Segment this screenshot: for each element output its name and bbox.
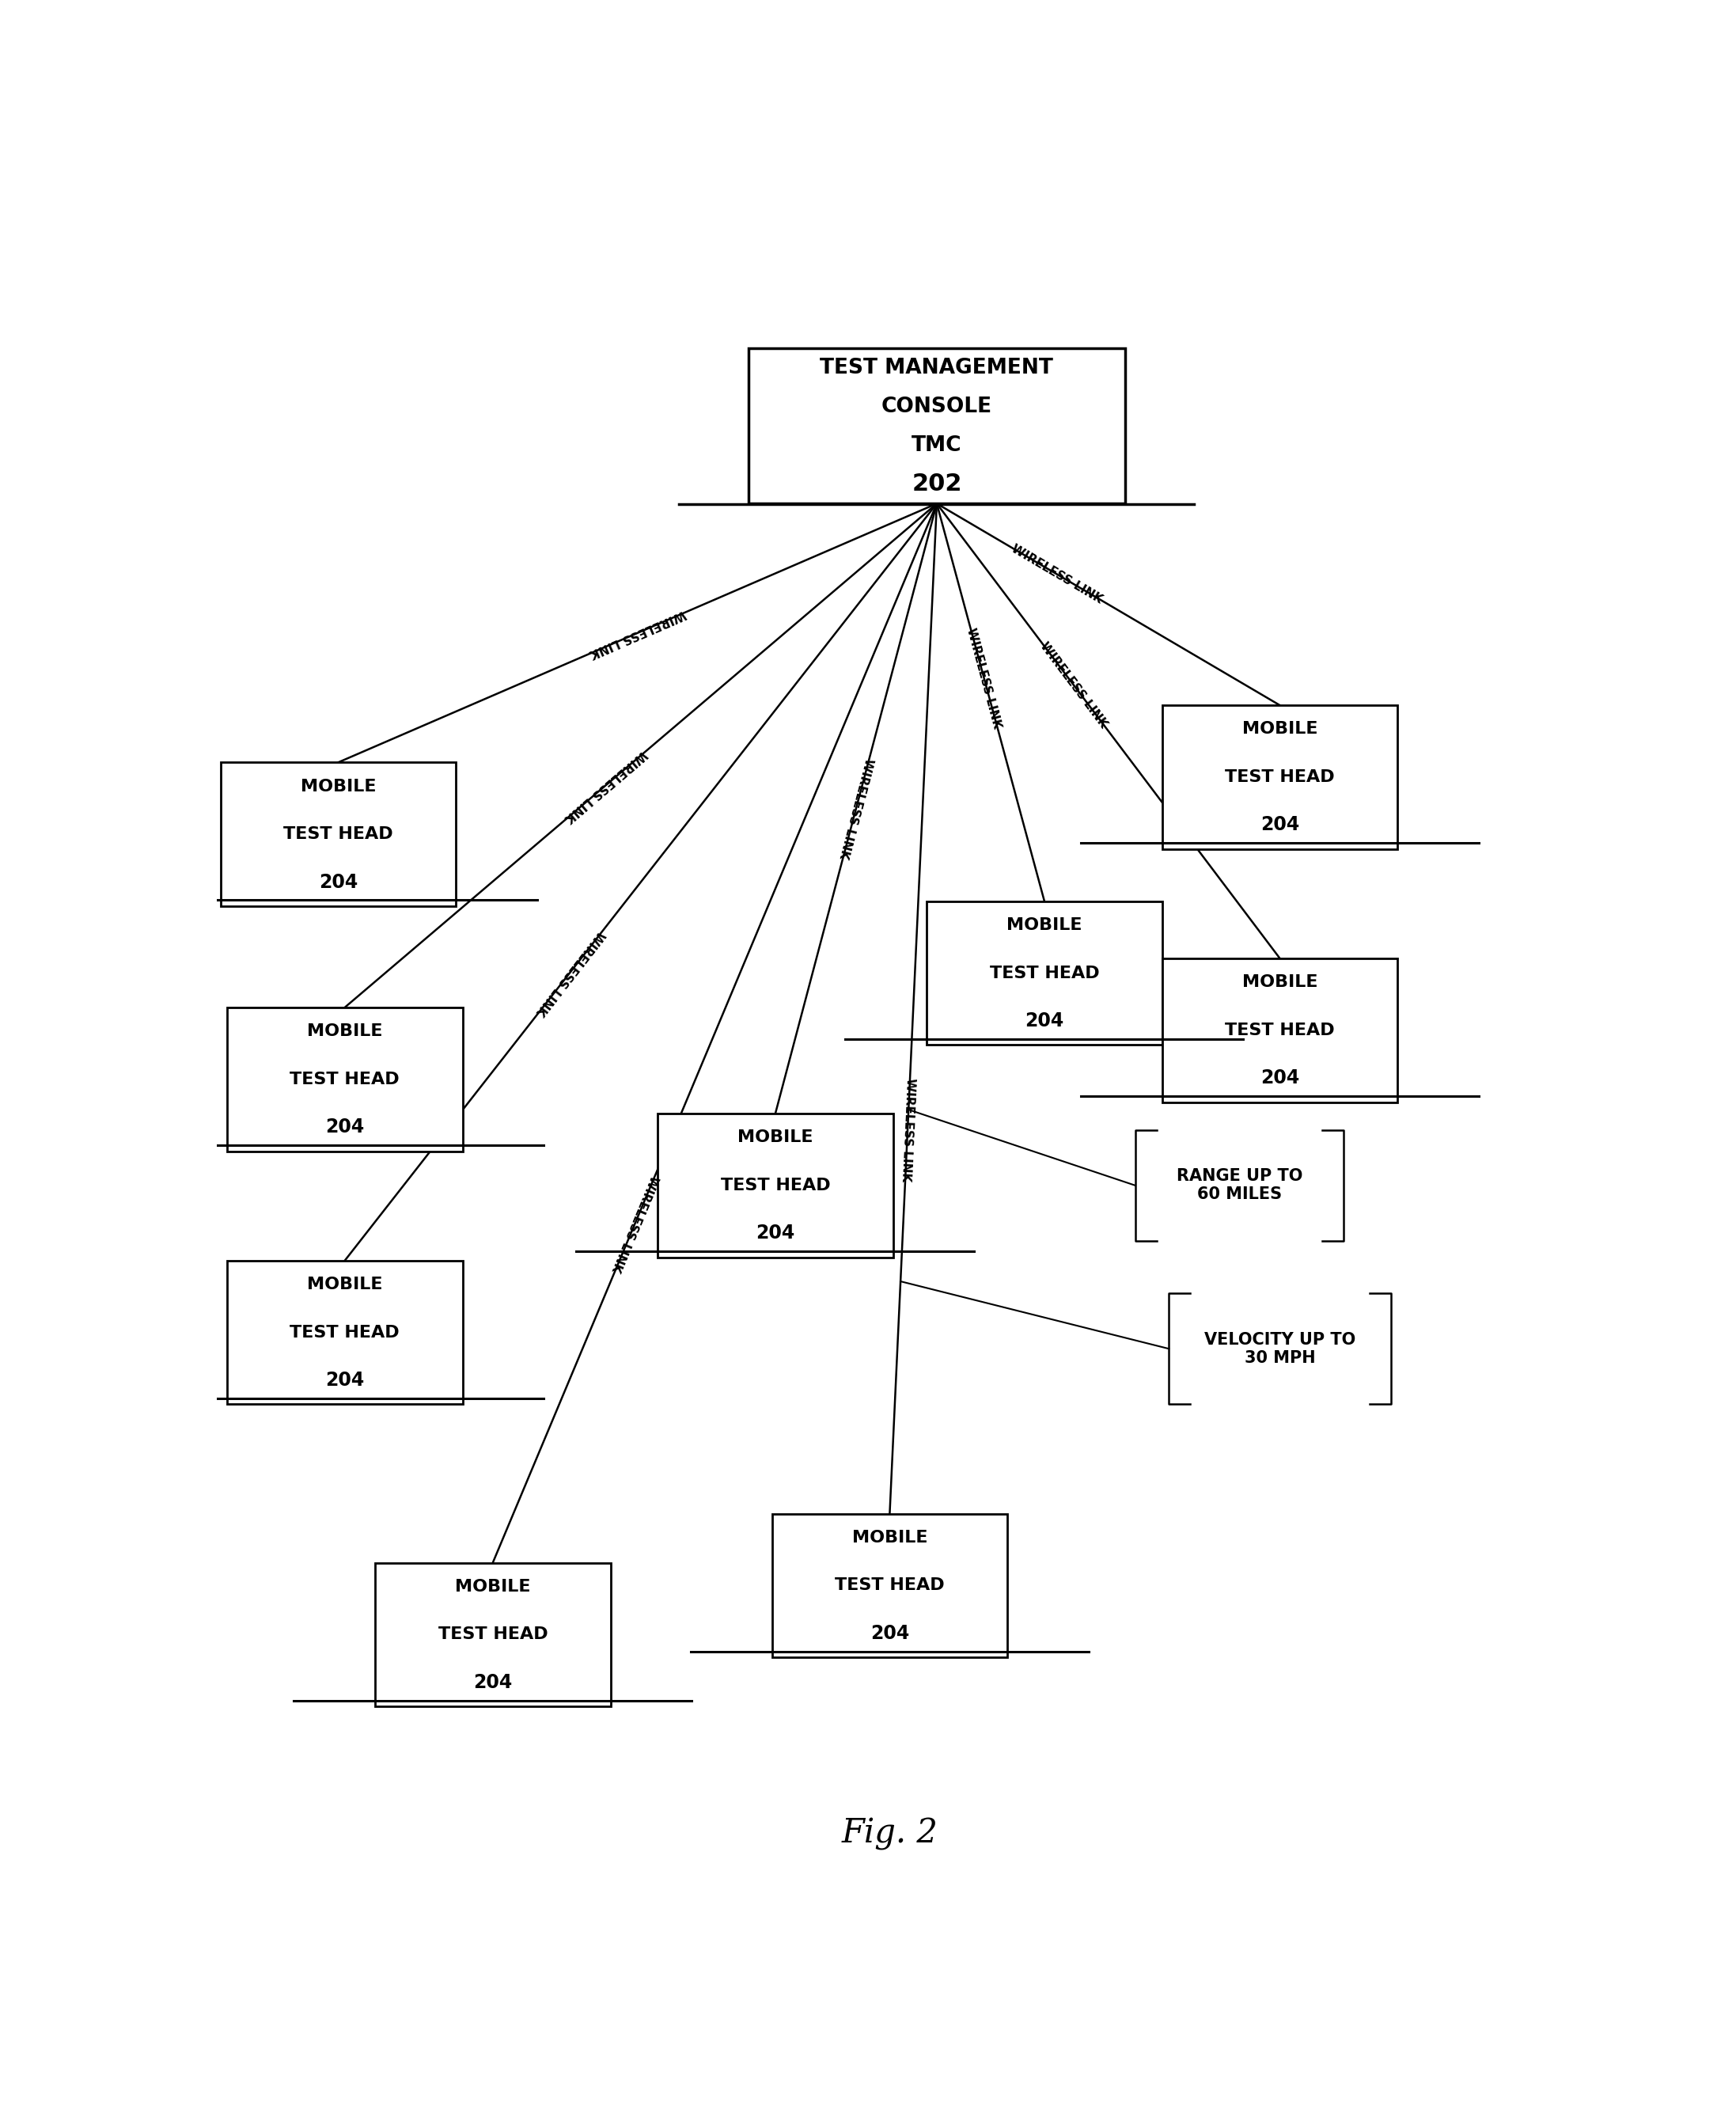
Text: WIRELESS LINK: WIRELESS LINK (533, 929, 606, 1018)
Text: MOBILE: MOBILE (300, 778, 377, 793)
Bar (748, 348, 1125, 503)
Text: 204: 204 (474, 1673, 512, 1693)
Bar (375, 1563, 611, 1707)
Text: MOBILE: MOBILE (738, 1130, 812, 1145)
Text: WIRELESS LINK: WIRELESS LINK (837, 757, 875, 861)
Text: 202: 202 (911, 473, 962, 496)
Text: 204: 204 (870, 1625, 910, 1644)
Text: MOBILE: MOBILE (1241, 721, 1318, 738)
Bar (1161, 959, 1397, 1103)
Text: RANGE UP TO
60 MILES: RANGE UP TO 60 MILES (1177, 1169, 1302, 1203)
Text: WIRELESS LINK: WIRELESS LINK (1038, 641, 1109, 730)
Text: Fig. 2: Fig. 2 (842, 1818, 937, 1850)
Bar (227, 1007, 462, 1152)
Text: WIRELESS LINK: WIRELESS LINK (609, 1173, 660, 1275)
Text: MOBILE: MOBILE (1241, 974, 1318, 991)
Text: TEST HEAD: TEST HEAD (283, 827, 392, 842)
Text: MOBILE: MOBILE (852, 1529, 927, 1546)
Bar (227, 1260, 462, 1404)
Text: MOBILE: MOBILE (307, 1277, 382, 1292)
Text: 204: 204 (319, 872, 358, 891)
Text: TMC: TMC (911, 435, 962, 456)
Text: TEST HEAD: TEST HEAD (1226, 1022, 1335, 1037)
Text: TEST HEAD: TEST HEAD (1226, 770, 1335, 785)
Text: WIRELESS LINK: WIRELESS LINK (587, 607, 687, 660)
Text: 204: 204 (325, 1370, 365, 1389)
Text: TEST HEAD: TEST HEAD (290, 1324, 399, 1340)
Text: TEST MANAGEMENT: TEST MANAGEMENT (819, 358, 1054, 378)
Text: WIRELESS LINK: WIRELESS LINK (1009, 543, 1104, 607)
Text: TEST HEAD: TEST HEAD (990, 965, 1099, 982)
Text: VELOCITY UP TO
30 MPH: VELOCITY UP TO 30 MPH (1205, 1332, 1356, 1366)
Text: CONSOLE: CONSOLE (882, 397, 993, 418)
Text: TEST HEAD: TEST HEAD (720, 1177, 830, 1194)
Text: 204: 204 (325, 1118, 365, 1137)
Bar (1161, 706, 1397, 848)
Bar (773, 1514, 1007, 1657)
Bar (927, 901, 1161, 1046)
Text: MOBILE: MOBILE (455, 1578, 531, 1595)
Bar (658, 1114, 892, 1258)
Text: 204: 204 (1024, 1012, 1064, 1031)
Text: 204: 204 (1260, 817, 1299, 834)
Text: TEST HEAD: TEST HEAD (437, 1627, 547, 1642)
Bar (220, 761, 457, 906)
Text: MOBILE: MOBILE (307, 1024, 382, 1039)
Text: WIRELESS LINK: WIRELESS LINK (899, 1077, 917, 1181)
Text: TEST HEAD: TEST HEAD (290, 1071, 399, 1088)
Text: 204: 204 (1260, 1069, 1299, 1088)
Text: MOBILE: MOBILE (1007, 916, 1082, 933)
Text: TEST HEAD: TEST HEAD (835, 1578, 944, 1593)
Text: 204: 204 (755, 1224, 795, 1243)
Text: WIRELESS LINK: WIRELESS LINK (562, 747, 649, 823)
Text: WIRELESS LINK: WIRELESS LINK (965, 628, 1003, 730)
